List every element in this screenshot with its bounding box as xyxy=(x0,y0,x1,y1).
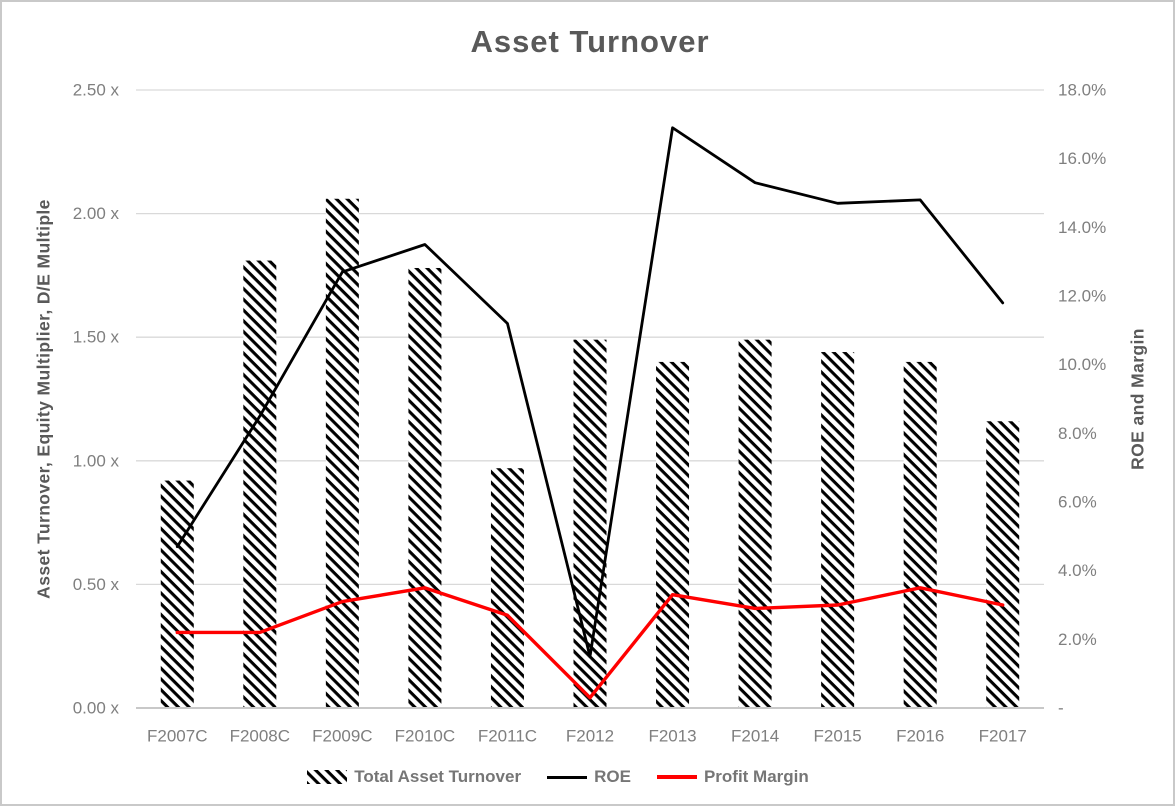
legend-label: ROE xyxy=(594,767,631,786)
right-axis-tick: 14.0% xyxy=(1058,218,1106,237)
left-axis-tick: 2.50 x xyxy=(73,81,120,100)
bar-F2009C xyxy=(325,198,359,708)
right-axis-tick: - xyxy=(1058,699,1064,718)
x-axis-label-F2015: F2015 xyxy=(814,727,862,746)
chart-title: Asset Turnover xyxy=(470,24,710,59)
x-axis-label-F2007C: F2007C xyxy=(147,727,207,746)
bar-F2010C xyxy=(408,267,442,708)
line-roe xyxy=(175,126,1005,658)
right-axis-tick: 18.0% xyxy=(1058,81,1106,100)
x-axis-label-F2012: F2012 xyxy=(566,727,614,746)
x-axis-label-F2009C: F2009C xyxy=(312,727,372,746)
x-axis-label-F2013: F2013 xyxy=(648,727,696,746)
legend-item-profit-margin: Profit Margin xyxy=(656,767,809,787)
bar-series-total-asset-turnover xyxy=(160,198,1020,708)
left-axis-tick: 0.00 x xyxy=(73,699,120,718)
left-axis-tick: 1.50 x xyxy=(73,328,120,347)
bar-F2015 xyxy=(821,352,855,708)
bar-F2007C xyxy=(160,480,194,708)
right-axis-tick: 4.0% xyxy=(1058,561,1097,580)
bar-F2017 xyxy=(986,421,1020,708)
black-line-swatch-icon xyxy=(547,775,588,779)
right-axis-tick: 2.0% xyxy=(1058,630,1097,649)
bar-F2013 xyxy=(656,361,690,708)
legend-item-total-asset-turnover: Total Asset Turnover xyxy=(307,767,521,787)
legend-label: Profit Margin xyxy=(703,767,809,786)
x-axis-label-F2017: F2017 xyxy=(979,727,1027,746)
x-axis-label-F2016: F2016 xyxy=(896,727,944,746)
right-axis-tick: 10.0% xyxy=(1058,355,1106,374)
legend: Total Asset Turnover ROE Profit Margin xyxy=(2,762,1114,792)
legend-label: Total Asset Turnover xyxy=(354,767,522,786)
bar-F2014 xyxy=(738,339,772,708)
bar-F2012 xyxy=(573,339,607,708)
line-profit-margin xyxy=(175,586,1005,700)
left-axis-tick: 2.00 x xyxy=(73,204,120,223)
x-axis-label-F2011C: F2011C xyxy=(478,727,537,746)
bar-F2008C xyxy=(243,260,277,708)
x-axis-label-F2010C: F2010C xyxy=(395,727,455,746)
bar-F2011C xyxy=(490,468,524,708)
tick-labels: 2.50 x 2.00 x 1.50 x 1.00 x 0.50 x 0.00 x 18.0… xyxy=(73,81,1107,746)
hatch-swatch-icon xyxy=(307,770,348,784)
legend-item-roe: ROE xyxy=(547,767,631,787)
right-axis-tick: 8.0% xyxy=(1058,424,1097,443)
x-axis-label-F2014: F2014 xyxy=(731,727,779,746)
right-axis-tick: 16.0% xyxy=(1058,149,1106,168)
line-series xyxy=(175,126,1005,700)
bar-F2016 xyxy=(903,361,937,708)
right-axis-tick: 6.0% xyxy=(1058,493,1097,512)
right-axis-tick: 12.0% xyxy=(1058,287,1106,306)
left-axis-tick: 0.50 x xyxy=(73,575,120,594)
x-axis-label-F2008C: F2008C xyxy=(230,727,290,746)
left-axis-tick: 1.00 x xyxy=(73,451,120,470)
red-line-swatch-icon xyxy=(656,775,697,779)
